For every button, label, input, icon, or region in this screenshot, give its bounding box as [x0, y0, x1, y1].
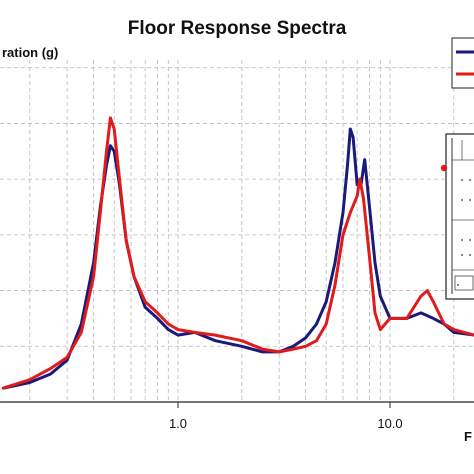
x-axis-ticks: 1.0 10.0 — [169, 402, 403, 431]
plan-column-dot — [461, 239, 463, 241]
plan-inset-background — [445, 133, 474, 300]
plan-column-dot — [469, 254, 471, 256]
legend — [451, 37, 474, 89]
sensor-location-marker — [440, 164, 448, 172]
plan-column-dot — [461, 179, 463, 181]
chart-title: Floor Response Spectra — [128, 18, 347, 39]
plan-column-dot — [461, 199, 463, 201]
plan-column-dot — [469, 179, 471, 181]
x-tick-label: 1.0 — [169, 416, 187, 431]
plan-columns — [457, 179, 471, 286]
building-plan-inset — [440, 133, 474, 300]
legend-box — [451, 37, 474, 89]
plan-room — [454, 275, 474, 291]
x-tick-label: 10.0 — [377, 416, 402, 431]
x-axis-label: F — [464, 429, 472, 444]
plan-column-dot — [461, 254, 463, 256]
series-line-1 — [1, 127, 474, 390]
plan-column-dot — [469, 199, 471, 201]
y-axis-label: ration (g) — [2, 45, 58, 60]
series-line-2 — [1, 116, 474, 390]
series-layer — [1, 116, 474, 390]
plan-column-dot — [469, 239, 471, 241]
plan-column-dot — [457, 284, 459, 286]
